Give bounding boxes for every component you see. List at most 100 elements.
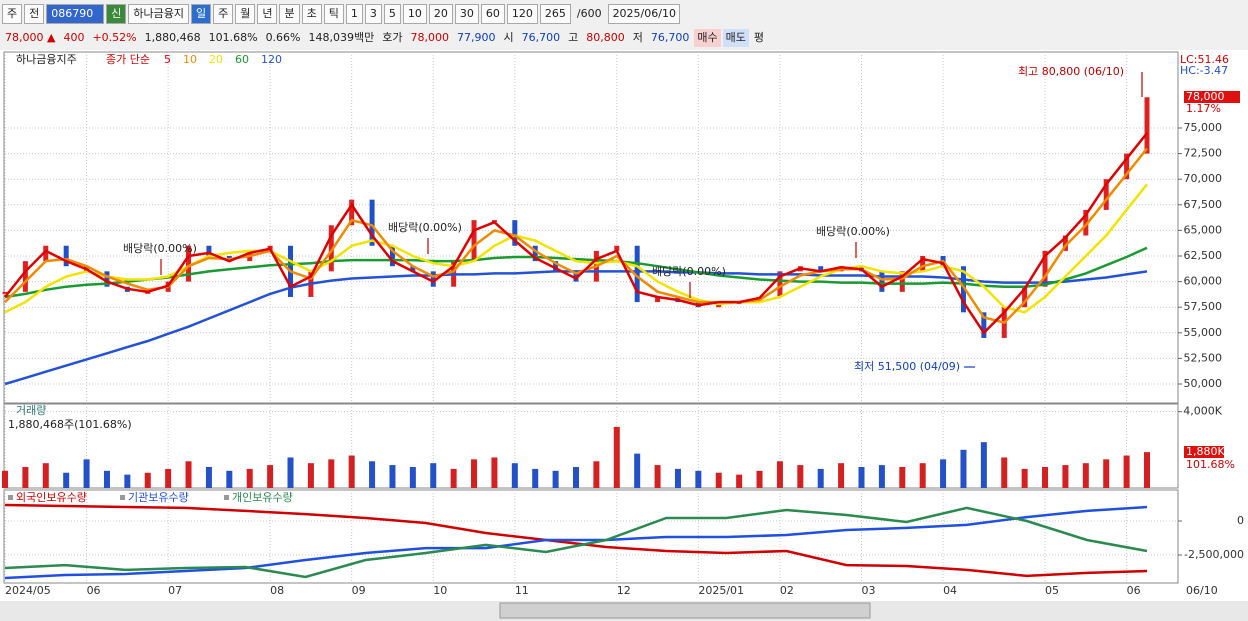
info-field[interactable]: 매수	[694, 29, 721, 47]
y-tick-label: 70,000	[1184, 172, 1223, 185]
info-field[interactable]: 평	[753, 31, 764, 44]
candle	[1124, 153, 1130, 180]
volume-bar	[165, 468, 172, 488]
info-bar: 78,000 ▲ 400 +0.52% 1,880,468 101.68% 0.66% 14…	[2, 28, 767, 48]
legend-entry: 개인보유수량	[232, 491, 293, 504]
info-field: 저	[632, 31, 643, 44]
y-tick-label: 50,000	[1184, 377, 1223, 390]
toolbar-button[interactable]: 전	[24, 4, 45, 24]
toolbar-button[interactable]: 하나금융지	[128, 4, 189, 24]
toolbar-button[interactable]: 30	[454, 4, 479, 24]
y-tick-label: 60,000	[1184, 275, 1223, 288]
volume-bar	[205, 467, 212, 488]
volume-bar	[267, 465, 274, 488]
volume-bar	[1062, 465, 1069, 488]
toolbar-button[interactable]: /600	[576, 7, 602, 20]
toolbar-button[interactable]: 틱	[323, 4, 344, 24]
volume-bar	[817, 468, 824, 488]
toolbar-button[interactable]: 5	[383, 4, 401, 24]
chart-title: 하나금융지주	[16, 52, 77, 66]
toolbar-button[interactable]: 265	[539, 4, 571, 24]
volume-bar	[124, 474, 131, 488]
legend-entry: 외국인보유수량	[16, 491, 87, 504]
scroll-thumb[interactable]	[499, 602, 871, 619]
toolbar-button[interactable]: 10	[402, 4, 427, 24]
toolbar-button[interactable]: 120	[506, 4, 538, 24]
volume-flag	[1184, 446, 1224, 458]
info-field: 148,039백만	[308, 31, 375, 44]
right-label: 1,880K	[1186, 445, 1225, 458]
holding-line	[4, 506, 1148, 579]
legend-swatch	[120, 495, 125, 500]
right-label: 101.68%	[1186, 458, 1235, 471]
candle	[532, 245, 538, 262]
volume-bar	[532, 468, 539, 488]
info-field[interactable]: 매도	[722, 29, 749, 47]
toolbar-button[interactable]: 년	[257, 4, 278, 24]
volume-bar	[389, 465, 396, 488]
volume-bar	[1021, 468, 1028, 488]
volume-bar	[246, 468, 253, 488]
y-tick-label: 52,500	[1184, 351, 1223, 364]
candle	[2, 291, 8, 294]
info-field: 0.66%	[265, 31, 301, 44]
candle	[553, 261, 559, 272]
candle	[1062, 235, 1068, 251]
candle	[389, 245, 395, 267]
price-panel	[3, 51, 1179, 404]
panel-title: 거래량	[16, 404, 46, 417]
candle	[471, 220, 477, 262]
volume-bar	[1123, 455, 1130, 488]
y-tick-label: -2,500,000	[1184, 548, 1244, 561]
volume-bar	[674, 468, 681, 488]
candle	[22, 261, 28, 292]
legend-entry: 60	[235, 53, 249, 66]
toolbar-button[interactable]: 1	[345, 4, 363, 24]
toolbar-button[interactable]: 주	[2, 4, 23, 24]
candle	[1103, 179, 1109, 210]
volume-bar	[471, 459, 478, 488]
volume-bar	[1042, 467, 1049, 488]
panel-subtitle: 1,880,468주(101.68%)	[8, 418, 132, 431]
legend-entry: 120	[261, 53, 282, 66]
x-tick-label: 11	[515, 584, 529, 597]
y-tick-label: 65,000	[1184, 223, 1223, 236]
volume-bar	[226, 470, 233, 488]
legend-entry: 20	[209, 53, 223, 66]
holding-panel	[3, 489, 1179, 584]
volume-bar	[1001, 457, 1008, 488]
candle	[369, 199, 375, 246]
info-field: 80,800	[586, 31, 625, 44]
toolbar-button[interactable]: 20	[428, 4, 453, 24]
y-tick-label: 57,500	[1184, 300, 1223, 313]
candle	[206, 245, 212, 256]
volume-bar	[185, 461, 192, 488]
candle	[410, 266, 416, 272]
volume-bar	[919, 463, 926, 488]
holding-line	[4, 505, 1148, 580]
info-field: 1,880,468	[144, 31, 201, 44]
volume-bar	[103, 470, 110, 488]
volume-bar	[899, 467, 906, 488]
candle	[899, 271, 905, 292]
toolbar-button[interactable]: 3	[364, 4, 382, 24]
volume-bar	[307, 463, 314, 488]
toolbar-button[interactable]: 분	[279, 4, 300, 24]
x-tick-label: 06	[87, 584, 101, 597]
toolbar-button[interactable]: 주	[213, 4, 234, 24]
x-tick-label: 04	[943, 584, 957, 597]
candle	[960, 266, 966, 313]
toolbar-button[interactable]: 2025/06/10	[607, 4, 680, 24]
info-field: 78,000 ▲	[5, 31, 56, 44]
volume-bar	[552, 470, 559, 488]
toolbar-button[interactable]: 월	[235, 4, 256, 24]
toolbar-button[interactable]: 신	[106, 4, 127, 24]
volume-bar	[878, 465, 885, 488]
x-tick-label: 08	[270, 584, 284, 597]
toolbar-button[interactable]: 초	[301, 4, 322, 24]
toolbar-button[interactable]: 60	[480, 4, 505, 24]
toolbar-button[interactable]: 086790	[46, 4, 105, 24]
volume-bar	[348, 455, 355, 488]
toolbar-button[interactable]: 일	[190, 4, 212, 24]
info-field: 호가	[382, 31, 403, 44]
